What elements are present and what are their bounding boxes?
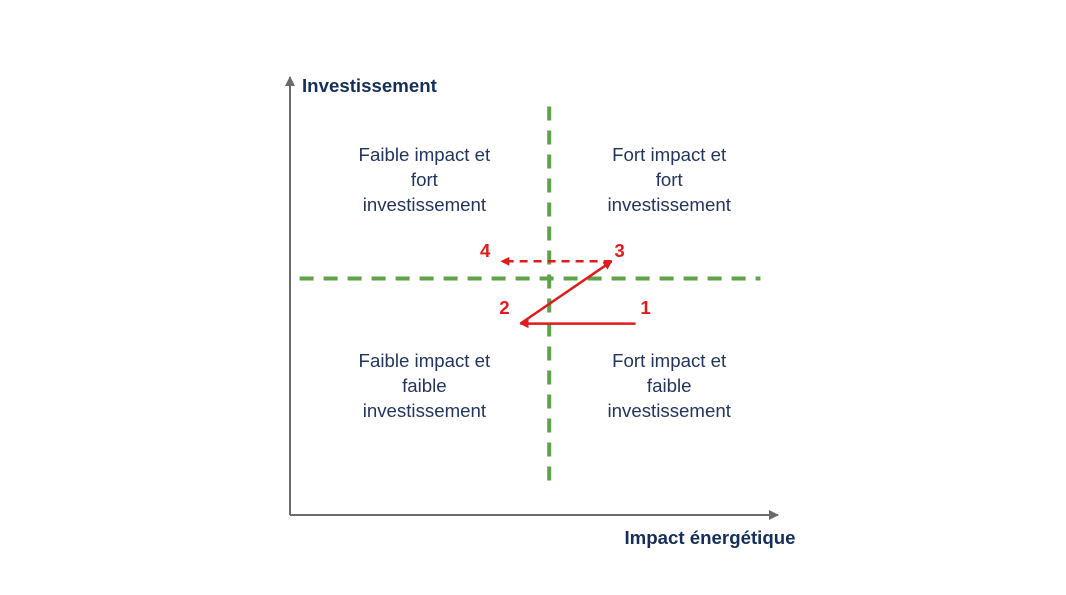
path-label-4: 4 <box>480 238 490 263</box>
quadrant-top-right-label: Fort impact et fort investissement <box>607 142 730 218</box>
path-label-2: 2 <box>499 294 509 319</box>
path-label-3: 3 <box>614 238 624 263</box>
quadrant-bottom-left-label: Faible impact et faible investissement <box>359 348 491 424</box>
quadrant-bottom-right-label: Fort impact et faible investissement <box>607 348 730 424</box>
y-axis-label: Investissement <box>302 73 437 98</box>
x-axis-label: Impact énergétique <box>624 525 795 550</box>
quadrant-top-left-label: Faible impact et fort investissement <box>359 142 491 218</box>
path-label-1: 1 <box>640 294 650 319</box>
diagram-canvas: Investissement Impact énergétique Faible… <box>0 0 1066 595</box>
